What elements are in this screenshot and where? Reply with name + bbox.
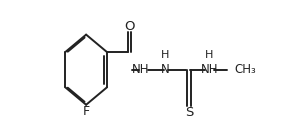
Text: H: H [161, 50, 170, 60]
Text: S: S [185, 106, 193, 119]
Text: N: N [161, 63, 170, 76]
Text: F: F [83, 105, 90, 118]
Text: NH: NH [132, 63, 150, 76]
Text: CH₃: CH₃ [235, 63, 256, 76]
Text: H: H [205, 50, 214, 60]
Text: O: O [124, 20, 135, 33]
Text: NH: NH [201, 63, 218, 76]
